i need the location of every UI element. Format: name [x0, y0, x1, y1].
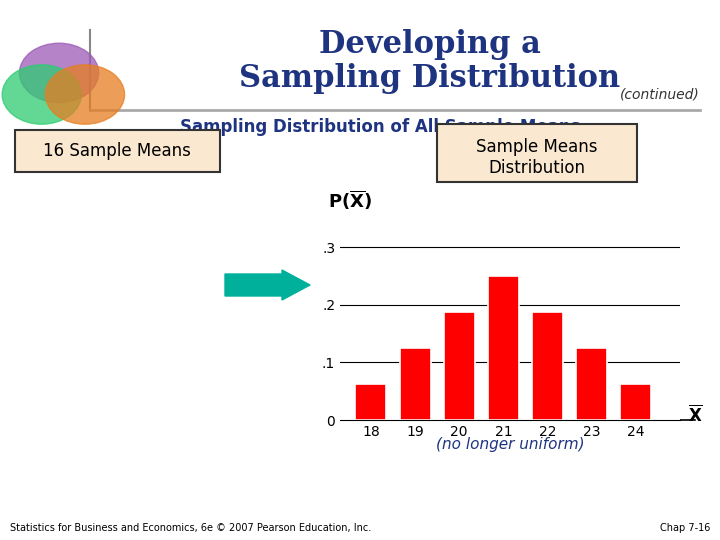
Bar	[532, 312, 563, 420]
Text: (no longer uniform): (no longer uniform)	[436, 437, 585, 453]
FancyArrow shape	[225, 270, 310, 300]
Ellipse shape	[45, 65, 125, 124]
Bar	[621, 384, 652, 420]
Text: Chap 7-16: Chap 7-16	[660, 523, 710, 533]
Text: Developing a: Developing a	[319, 30, 541, 60]
Text: Sampling Distribution: Sampling Distribution	[239, 63, 621, 93]
Text: (continued): (continued)	[620, 88, 700, 102]
Ellipse shape	[19, 43, 99, 103]
Bar	[488, 276, 519, 420]
Bar	[15, 130, 220, 172]
Text: Sample Means: Sample Means	[476, 138, 598, 156]
Bar	[400, 348, 431, 420]
Ellipse shape	[2, 65, 81, 124]
Text: 16 Sample Means: 16 Sample Means	[43, 142, 191, 160]
Text: Distribution: Distribution	[488, 159, 585, 177]
Bar	[437, 124, 637, 182]
Text: Sampling Distribution of All Sample Means: Sampling Distribution of All Sample Mean…	[180, 118, 580, 136]
Text: Statistics for Business and Economics, 6e © 2007 Pearson Education, Inc.: Statistics for Business and Economics, 6…	[10, 523, 372, 533]
Text: $\mathbf{P(\overline{X})}$: $\mathbf{P(\overline{X})}$	[328, 188, 372, 212]
Bar	[356, 384, 387, 420]
Text: $\overline{\mathbf{X}}$: $\overline{\mathbf{X}}$	[688, 404, 703, 426]
Bar	[444, 312, 474, 420]
Bar	[576, 348, 607, 420]
